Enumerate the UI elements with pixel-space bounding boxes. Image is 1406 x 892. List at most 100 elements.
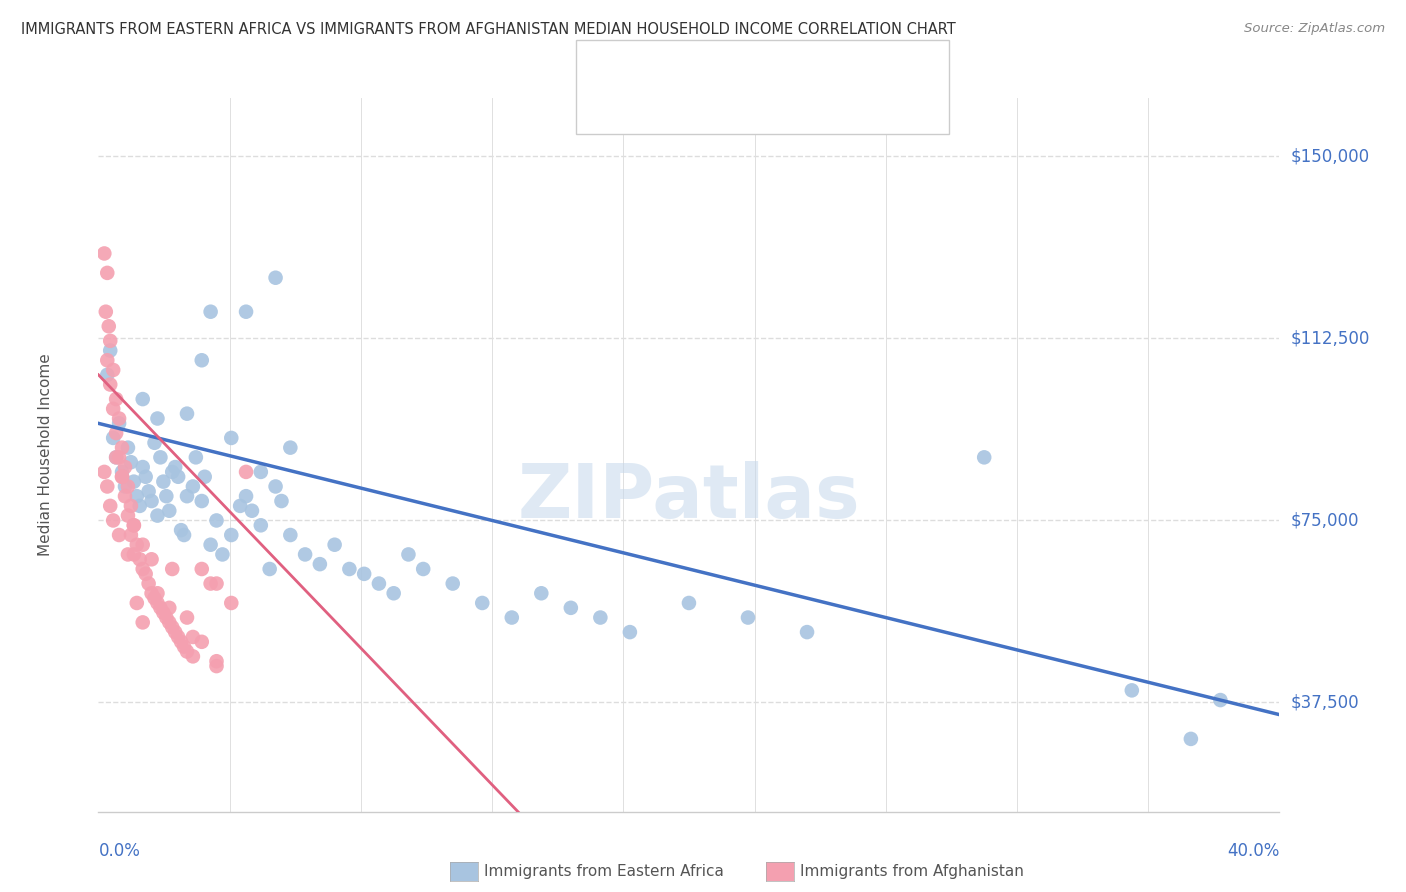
Point [96,266,118,280]
Point [128,552,150,566]
Point [1209,693,1232,707]
Point [114,479,136,493]
Point [98,499,121,513]
Point [98,377,121,392]
Text: $37,500: $37,500 [1291,693,1360,712]
Point [103,401,125,416]
Text: $150,000: $150,000 [1291,147,1369,165]
Point [191,353,214,368]
Point [128,499,150,513]
Point [259,562,281,576]
Point [173,640,195,654]
Point [396,548,419,562]
Point [108,411,131,425]
Point [146,586,169,600]
Point [111,469,134,483]
Point [143,435,166,450]
Point [138,576,160,591]
Point [194,469,217,483]
Point [125,489,148,503]
Point [94,304,117,318]
Point [796,625,818,640]
Point [162,465,183,479]
Point [1180,731,1202,746]
Point [125,596,148,610]
Point [157,600,180,615]
Text: ZIPatlas: ZIPatlas [517,461,860,534]
Point [181,479,204,493]
Point [96,479,118,493]
Point [117,479,139,493]
Point [157,504,180,518]
Point [105,450,128,465]
Point [250,518,273,533]
Point [205,654,228,668]
Point [219,596,243,610]
Point [181,649,204,664]
Point [165,625,187,640]
Point [170,523,193,537]
Point [235,304,257,318]
Point [219,528,243,542]
Point [117,441,139,455]
Point [155,489,177,503]
Point [191,494,214,508]
Point [108,450,131,465]
Point [117,548,139,562]
Point [205,513,228,527]
Point [678,596,700,610]
Point [240,504,263,518]
Point [264,479,287,493]
Point [167,630,190,644]
Point [132,615,155,630]
Point [270,494,292,508]
Point [191,562,214,576]
Text: Source: ZipAtlas.com: Source: ZipAtlas.com [1244,22,1385,36]
Point [167,469,190,483]
Point [205,576,228,591]
Point [146,596,169,610]
Text: $112,500: $112,500 [1291,329,1369,347]
Point [181,630,204,644]
Point [122,518,145,533]
Point [309,557,332,571]
Point [111,441,134,455]
Point [560,600,582,615]
Point [96,368,118,382]
Point [105,426,128,441]
Text: 0.0%: 0.0% [98,842,141,860]
Point [138,484,160,499]
Point [141,552,163,566]
Text: 40.0%: 40.0% [1227,842,1279,860]
Point [176,407,198,421]
Point [176,644,198,658]
Point [122,548,145,562]
Point [155,610,177,624]
Point [146,411,169,425]
Point [98,343,121,358]
Point [973,450,995,465]
Point [165,460,187,475]
Point [619,625,641,640]
Point [368,576,391,591]
Point [337,562,360,576]
Point [105,450,128,465]
Point [152,475,174,489]
Point [589,610,612,624]
Point [105,392,128,406]
Point [191,635,214,649]
Point [117,508,139,523]
Point [125,538,148,552]
Point [471,596,494,610]
Point [114,460,136,475]
Point [132,538,155,552]
Point [97,319,120,334]
Point [132,562,155,576]
Point [149,450,172,465]
Point [200,304,222,318]
Point [530,586,553,600]
Point [120,499,142,513]
Point [103,363,125,377]
Point [200,538,222,552]
Point [149,600,172,615]
